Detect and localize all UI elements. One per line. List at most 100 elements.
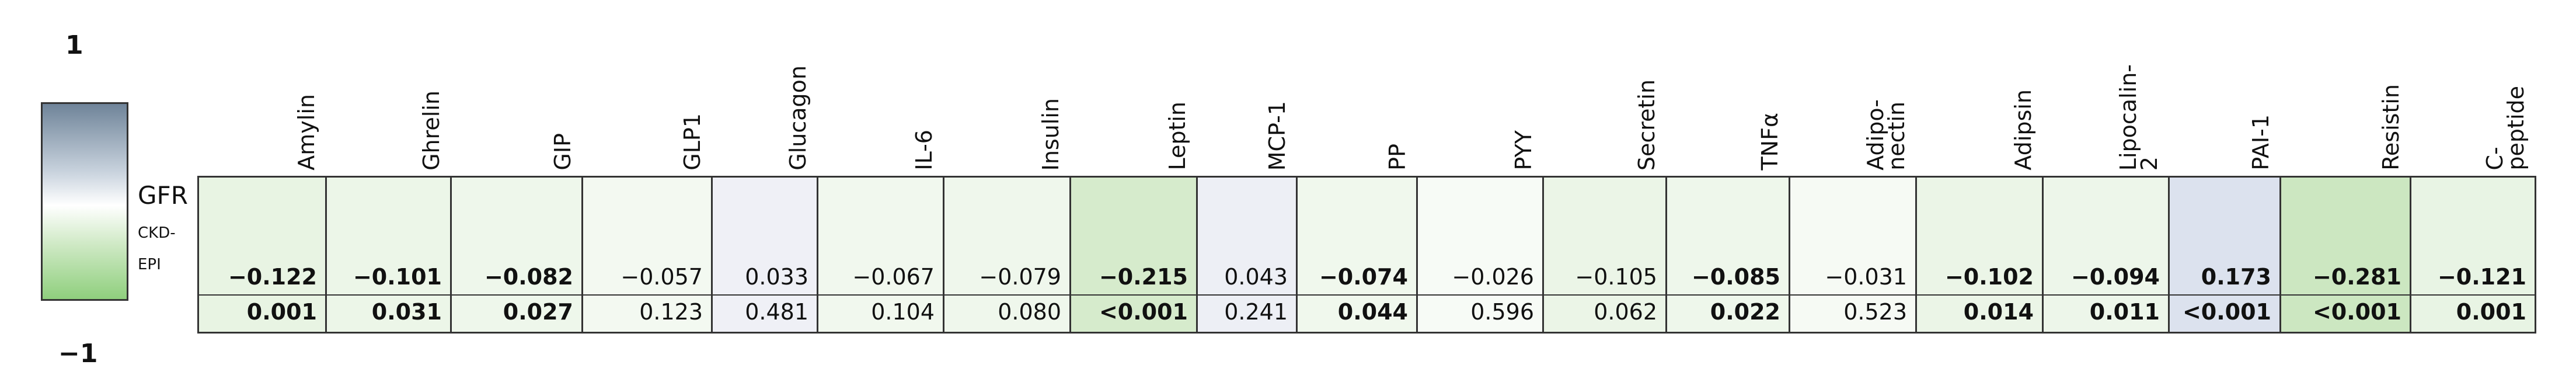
r-value: −0.031 (1825, 264, 1907, 290)
r-value: −0.281 (2312, 264, 2401, 290)
r-value: −0.122 (228, 264, 317, 290)
r-value: 0.043 (1224, 264, 1288, 290)
cell: −0.281 <0.001 (2279, 176, 2411, 334)
divider (2411, 294, 2535, 296)
divider (1544, 294, 1665, 296)
column-header: Insulin (1038, 98, 1064, 171)
row-label: GFR (138, 181, 188, 210)
cell: −0.094 0.011 (2042, 176, 2170, 334)
cell: 0.043 0.241 (1196, 176, 1298, 334)
p-value: 0.001 (2456, 299, 2526, 325)
r-value: 0.173 (2201, 264, 2271, 290)
cell: −0.031 0.523 (1789, 176, 1917, 334)
column-header: C- peptide (2482, 86, 2529, 171)
p-value: 0.104 (871, 299, 935, 325)
column-header: Secretin (1634, 79, 1660, 171)
column-header: Glucagon (785, 65, 811, 171)
divider (583, 294, 711, 296)
cell: 0.173 <0.001 (2168, 176, 2281, 334)
r-value: −0.105 (1575, 264, 1657, 290)
r-value: −0.082 (484, 264, 573, 290)
divider (1198, 294, 1296, 296)
divider (713, 294, 817, 296)
cell: −0.079 0.080 (943, 176, 1071, 334)
p-value: 0.080 (998, 299, 1061, 325)
cell: −0.215 <0.001 (1069, 176, 1198, 334)
cell: −0.121 0.001 (2410, 176, 2536, 334)
divider (1917, 294, 2042, 296)
column-header: PYY (1511, 130, 1536, 171)
cell: −0.085 0.022 (1665, 176, 1790, 334)
divider (452, 294, 581, 296)
p-value: <0.001 (2182, 299, 2271, 325)
column-header: Leptin (1165, 102, 1190, 171)
p-value: 0.001 (246, 299, 317, 325)
r-value: −0.094 (2070, 264, 2160, 290)
p-value: 0.596 (1470, 299, 1534, 325)
column-header: GLP1 (679, 113, 705, 171)
p-value: 0.014 (1963, 299, 2034, 325)
divider (327, 294, 450, 296)
p-value: 0.044 (1337, 299, 1408, 325)
cell: −0.082 0.027 (450, 176, 583, 334)
cell: −0.067 0.104 (817, 176, 944, 334)
cell: −0.057 0.123 (581, 176, 713, 334)
legend-max: 1 (65, 30, 83, 60)
r-value: 0.033 (745, 264, 808, 290)
p-value: 0.062 (1594, 299, 1657, 325)
cell: −0.026 0.596 (1416, 176, 1544, 334)
cell: −0.105 0.062 (1542, 176, 1667, 334)
row-sublabel: CKD- EPI (138, 224, 176, 273)
divider (1298, 294, 1416, 296)
divider (1790, 294, 1915, 296)
column-header: GIP (550, 133, 576, 171)
r-value: −0.085 (1691, 264, 1780, 290)
p-value: 0.022 (1710, 299, 1780, 325)
cell: −0.122 0.001 (197, 176, 327, 334)
p-value: 0.011 (2089, 299, 2160, 325)
divider (199, 294, 325, 296)
divider (2281, 294, 2410, 296)
column-header: Resistin (2378, 84, 2404, 171)
column-header: Ghrelin (419, 91, 444, 171)
p-value: 0.523 (1843, 299, 1907, 325)
divider (1667, 294, 1789, 296)
legend-min: −1 (58, 339, 98, 369)
r-value: −0.215 (1099, 264, 1188, 290)
column-header: PP (1385, 144, 1410, 171)
r-value: −0.067 (852, 264, 935, 290)
r-value: −0.121 (2437, 264, 2526, 290)
cell: −0.101 0.031 (325, 176, 452, 334)
p-value: 0.123 (639, 299, 703, 325)
p-value: 0.481 (745, 299, 808, 325)
p-value: <0.001 (1099, 299, 1188, 325)
r-value: −0.079 (979, 264, 1061, 290)
column-header: Adipsin (2010, 89, 2036, 171)
divider (818, 294, 943, 296)
column-header: MCP-1 (1264, 101, 1290, 171)
cell: −0.074 0.044 (1296, 176, 1418, 334)
column-header: TNFα (1757, 113, 1783, 171)
r-value: −0.026 (1452, 264, 1534, 290)
r-value: −0.102 (1944, 264, 2034, 290)
divider (1071, 294, 1196, 296)
r-value: −0.101 (353, 264, 442, 290)
divider (2044, 294, 2168, 296)
column-header: Lipocalin- 2 (2115, 64, 2162, 171)
cell: −0.102 0.014 (1915, 176, 2044, 334)
column-header: Adipo- nectin (1863, 99, 1909, 171)
column-header: Amylin (294, 94, 319, 171)
p-value: 0.241 (1224, 299, 1288, 325)
legend-gradient (41, 102, 128, 301)
r-value: −0.074 (1319, 264, 1408, 290)
p-value: 0.027 (503, 299, 573, 325)
column-header: PAI-1 (2248, 114, 2274, 171)
divider (944, 294, 1069, 296)
divider (2170, 294, 2279, 296)
divider (1418, 294, 1542, 296)
p-value: <0.001 (2312, 299, 2401, 325)
column-header: IL-6 (911, 130, 937, 171)
cell: 0.033 0.481 (711, 176, 818, 334)
r-value: −0.057 (621, 264, 703, 290)
p-value: 0.031 (371, 299, 442, 325)
